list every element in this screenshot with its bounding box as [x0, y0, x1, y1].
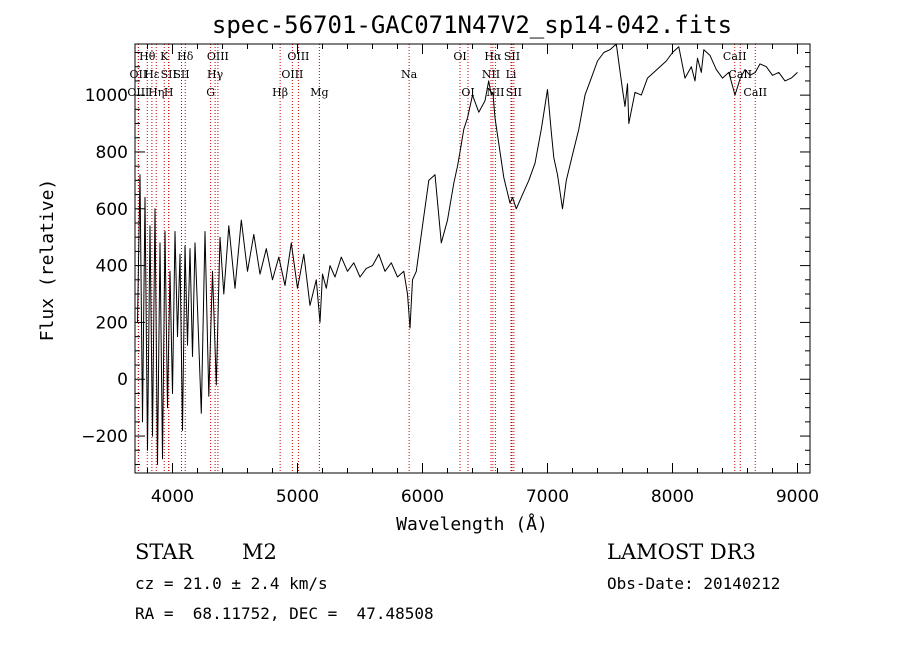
spectral-line-label: OIII: [127, 86, 149, 99]
spectral-line-label: CaII: [728, 68, 752, 81]
spectral-line-label: Na: [401, 68, 418, 81]
x-tick-label: 9000: [776, 487, 819, 507]
object-class: STAR: [135, 540, 194, 564]
y-tick-label: 400: [96, 257, 128, 277]
plot-border: [134, 43, 811, 474]
spectral-line-label: SII: [506, 86, 522, 99]
spectrum-chart: spec-56701-GAC071N47V2_sp14-042.fits 400…: [37, 11, 819, 535]
spectral-line-label: OIII: [287, 50, 309, 63]
spectral-line-label: K: [160, 50, 169, 63]
spectral-line-label: SII: [504, 50, 520, 63]
y-tick-label: 1000: [85, 86, 128, 106]
y-tick-label: 600: [96, 200, 128, 220]
spectral-line-label: OI: [461, 86, 474, 99]
spectral-line-label: Hθ: [139, 50, 156, 63]
spectral-line-label: G: [206, 86, 215, 99]
spectral-line-label: H: [164, 86, 174, 99]
chart-title: spec-56701-GAC071N47V2_sp14-042.fits: [212, 11, 732, 39]
spectrum-line: [137, 43, 798, 465]
spectral-line-label: Hγ: [207, 68, 224, 81]
spectral-line-label: OI: [453, 50, 466, 63]
x-tick-label: 8000: [651, 487, 694, 507]
observation-date: Obs-Date: 20140212: [607, 574, 781, 593]
survey-name: LAMOST DR3: [607, 540, 756, 564]
y-tick-label: 800: [96, 143, 128, 163]
plot-frame: [134, 43, 811, 474]
spectral-line-label: Hη: [148, 86, 164, 99]
spectrum-series: [137, 43, 798, 465]
spectral-line-label: CaII: [723, 50, 747, 63]
spectral-line-label: Hε: [144, 68, 160, 81]
x-tick-label: 6000: [401, 487, 444, 507]
spectral-line-label: SII: [161, 68, 177, 81]
spectral-line-label: Mg: [310, 86, 328, 99]
object-subclass: M2: [242, 540, 277, 564]
coordinates: RA = 68.11752, DEC = 47.48508: [135, 604, 434, 623]
x-axis: 4000 5000 6000 7000 8000 9000: [147, 44, 819, 507]
y-axis: −200 0 200 400 600 800 1000: [81, 52, 810, 465]
spectral-line-label: OIII: [281, 68, 303, 81]
x-tick-label: 5000: [276, 487, 319, 507]
y-tick-label: −200: [81, 427, 128, 447]
spectral-line-label: Hβ: [272, 86, 288, 99]
x-tick-label: 4000: [151, 487, 194, 507]
y-tick-label: 0: [117, 370, 128, 390]
x-axis-label: Wavelength (Å): [396, 513, 548, 535]
spectral-line-label: Hδ: [177, 50, 194, 63]
spectral-line-label: OII: [130, 68, 148, 81]
spectral-line-label: SII: [173, 68, 189, 81]
x-tick-label: 7000: [526, 487, 569, 507]
spectral-line-label: Li: [506, 68, 517, 81]
spectral-line-label: Hα: [484, 50, 502, 63]
spectral-line-label: OIII: [207, 50, 229, 63]
y-axis-label: Flux (relative): [37, 179, 58, 342]
redshift-cz: cz = 21.0 ± 2.4 km/s: [135, 574, 328, 593]
spectral-line-label: NII: [486, 86, 504, 99]
y-tick-label: 200: [96, 313, 128, 333]
spectral-line-label: NII: [482, 68, 500, 81]
spectral-line-markers: [137, 44, 756, 473]
spectral-line-label: CaII: [743, 86, 767, 99]
